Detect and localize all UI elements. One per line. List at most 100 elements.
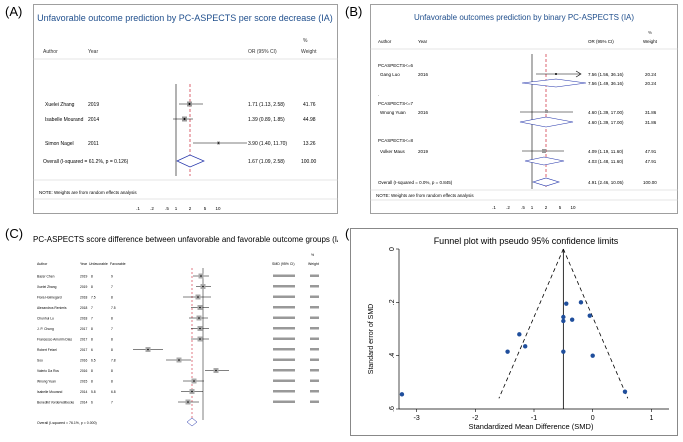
- forest-c-year: 2017: [80, 327, 88, 331]
- forest-a-title: Unfavorable outcome prediction by PC-ASP…: [37, 13, 333, 23]
- forest-c-overall-label: Overall (I-squared = 76.1%, p = 0.000): [37, 421, 97, 425]
- forest-b-sub-or: 7.56 (1.49, 36.16): [588, 81, 624, 86]
- forest-c-author: Flora Holmegard: [37, 296, 62, 300]
- funnel-point: [505, 349, 510, 354]
- forest-b-sub-diamond: [519, 116, 574, 128]
- forest-c-weight-value: [310, 274, 319, 277]
- forest-a-overall-weight: 100.00: [301, 159, 317, 165]
- forest-c-weight-value: [310, 379, 319, 382]
- forest-c-fav: 8: [111, 348, 113, 352]
- forest-c-fav: 8: [111, 317, 113, 321]
- forest-b-tick: 10: [570, 205, 576, 210]
- forest-a-or-header: OR (95% CI): [248, 49, 277, 55]
- funnel-point: [587, 313, 592, 318]
- forest-a-overall-diamond: [176, 154, 205, 168]
- funnel-xtick-label: -2: [472, 415, 478, 422]
- forest-c-pct: %: [311, 253, 314, 257]
- funnel-xlabel: Standardized Mean Difference (SMD): [469, 422, 594, 431]
- panel-label-c: (C): [5, 226, 24, 241]
- forest-a-year-header: Year: [88, 49, 98, 55]
- forest-c-smd-value: [273, 379, 295, 382]
- forest-c-unf: 7.5: [91, 296, 96, 300]
- forest-c-weight-value: [310, 400, 319, 403]
- forest-c-fav: 7: [111, 401, 113, 405]
- forest-c-estimate-dot: [178, 359, 180, 361]
- forest-a-tick: 5: [204, 206, 207, 211]
- forest-c-author: Xuelei Zhang: [37, 285, 57, 289]
- forest-a-tick: 10: [215, 206, 221, 211]
- forest-c-estimate-dot: [197, 296, 199, 298]
- forest-c-row: Valerio Da Ros 2016 8 8: [37, 368, 319, 373]
- forest-c-author: Chunhui Lu: [37, 317, 54, 321]
- forest-a-or: 1.39 (0.89, 1.85): [248, 117, 285, 123]
- forest-c-row: Flora Holmegard 2018 7.5 8: [37, 294, 319, 300]
- forest-c-weight-value: [310, 295, 319, 298]
- forest-c-author: Wnong Yuan: [37, 380, 56, 384]
- forest-a-tick: .1: [136, 206, 140, 211]
- forest-b-author: Wnong Yuan: [380, 110, 406, 115]
- forest-c-title: PC-ASPECTS score difference between unfa…: [33, 235, 338, 244]
- forest-a-or: 1.71 (1.13, 2.58): [248, 102, 285, 108]
- forest-b-weight: 31.86: [645, 110, 657, 115]
- forest-c-smd-value: [273, 327, 295, 330]
- forest-b-author: Volker Maus: [380, 149, 406, 154]
- forest-c-fav: 6.8: [111, 390, 116, 394]
- funnel-point: [569, 317, 575, 322]
- forest-b-author-header: Author: [378, 39, 392, 44]
- forest-c-unf: 6: [91, 348, 93, 352]
- forest-c-weight-header: Weight: [308, 262, 319, 266]
- forest-a-author-header: Author: [43, 49, 58, 55]
- forest-b-year-header: Year: [418, 39, 428, 44]
- forest-a-row: Xuelei Zhang 2019 1.71 (1.13, 2.58) 41.7…: [45, 101, 316, 108]
- forest-c-estimate-dot: [199, 327, 201, 330]
- funnel-ylabel: Standard error of SMD: [368, 304, 375, 374]
- forest-c-row: Soo 2016 6.5 7.8: [37, 357, 319, 363]
- funnel-xtick-label: -3: [413, 415, 419, 422]
- forest-c-estimate-dot: [215, 369, 217, 372]
- forest-b-sub-weight: 31.86: [645, 120, 657, 125]
- forest-a-overall-label: Overall (I-squared = 61.2%, p = 0.126): [43, 159, 129, 165]
- funnel-point: [561, 314, 566, 320]
- forest-plot-c: PC-ASPECTS score difference between unfa…: [33, 235, 338, 427]
- panel-label-b: (B): [345, 4, 363, 19]
- funnel-ytick-label: .2: [389, 299, 396, 305]
- forest-b-or: 4.09 (1.19, 11.60): [588, 149, 624, 154]
- forest-c-smd-header: SMD (95% CI): [272, 262, 295, 266]
- forest-c-row: Alexandros Renieris 2018 7 7.5: [37, 305, 319, 310]
- forest-c-row: Wnong Yuan 2015 8 8: [37, 378, 319, 384]
- forest-c-year: 2018: [80, 296, 88, 300]
- forest-c-author: J. P. Chung: [37, 327, 54, 331]
- forest-c-estimate-dot: [199, 338, 201, 340]
- panel-label-a: (A): [5, 4, 23, 19]
- forest-b-tick: 5: [559, 205, 562, 210]
- forest-c-smd-value: [273, 348, 295, 351]
- forest-c-unf: 6.5: [91, 359, 96, 363]
- forest-c-row: J. P. Chung 2017 8 7: [37, 326, 319, 331]
- forest-c-weight-value: [310, 390, 319, 393]
- funnel-xtick-label: 0: [591, 415, 595, 422]
- forest-c-fav: 7: [111, 285, 113, 289]
- forest-b-note: NOTE: Weights are from random effects an…: [376, 193, 474, 198]
- forest-c-author: Isabelle Mourand: [37, 390, 62, 394]
- funnel-point: [522, 344, 528, 349]
- forest-c-smd-value: [273, 274, 295, 277]
- forest-c-fav: 8: [111, 338, 113, 342]
- forest-c-weight-value: [310, 358, 319, 361]
- forest-c-fav: 7: [111, 327, 113, 331]
- forest-b-tick: .5: [521, 205, 525, 210]
- forest-b-year: 2019: [418, 149, 429, 154]
- forest-c-author: Alexandros Renieris: [37, 306, 67, 310]
- forest-b-pct: %: [648, 30, 652, 35]
- forest-a-row: Isabelle Mourand 2014 1.39 (0.89, 1.85) …: [45, 116, 316, 123]
- forest-c-smd-value: [273, 316, 295, 319]
- forest-b-sub-weight: 47.91: [645, 159, 657, 164]
- forest-b-overall-or: 4.91 (2.46, 10.05): [588, 180, 624, 185]
- funnel-point: [399, 392, 405, 397]
- forest-c-estimate-dot: [202, 285, 204, 288]
- funnel-point: [564, 301, 569, 306]
- forest-a-weight-header: Weight: [301, 49, 317, 55]
- forest-c-smd-value: [273, 358, 295, 361]
- forest-a-tick: .5: [165, 206, 169, 211]
- forest-c-estimate-dot: [193, 380, 195, 382]
- funnel-ytick-label: 0: [389, 247, 396, 251]
